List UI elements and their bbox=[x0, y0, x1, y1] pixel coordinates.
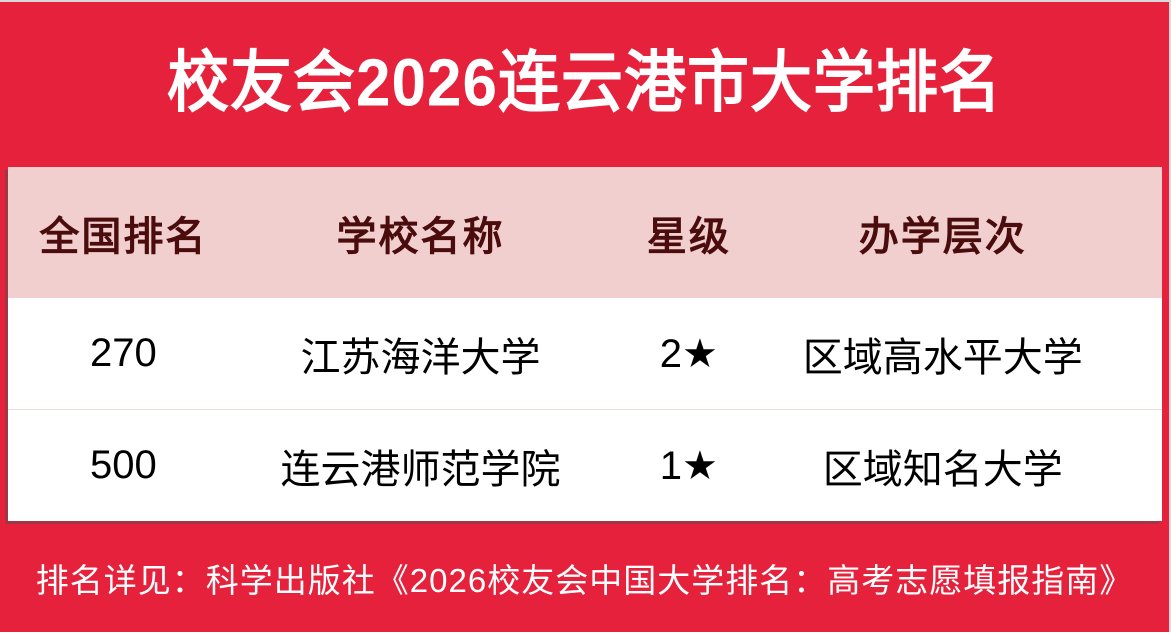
title-bar: 校友会2026连云港市大学排名 bbox=[0, 2, 1169, 165]
cell-education-tier: 区域高水平大学 bbox=[802, 335, 1083, 380]
cell-school-name: 江苏海洋大学 bbox=[300, 335, 541, 380]
table-row-lianyungang-normal-college: 500 连云港师范学院 1★ 区域知名大学 bbox=[8, 409, 1162, 521]
footer-bar: 排名详见：科学出版社《2026校友会中国大学排名：高考志愿填报指南》 bbox=[0, 521, 1169, 634]
cell-spacer bbox=[1110, 298, 1162, 410]
column-header-national-rank: 全国排名 bbox=[39, 214, 208, 259]
column-header-school-name: 学校名称 bbox=[336, 214, 505, 259]
column-header-star-level: 星级 bbox=[646, 214, 731, 259]
ranking-table-card: 全国排名 学校名称 星级 办学层次 270 江苏海洋大学 2★ 区域高水平大学 … bbox=[8, 167, 1162, 521]
column-header-education-tier: 办学层次 bbox=[858, 214, 1027, 259]
cell-national-rank: 500 bbox=[8, 409, 239, 521]
cell-school-name: 连云港师范学院 bbox=[238, 409, 603, 521]
cell-spacer bbox=[1110, 409, 1162, 521]
ranking-table: 全国排名 学校名称 星级 办学层次 270 江苏海洋大学 2★ 区域高水平大学 … bbox=[8, 167, 1162, 521]
cell-education-tier: 区域知名大学 bbox=[775, 409, 1111, 521]
footer-source-note: 排名详见：科学出版社《2026校友会中国大学排名：高考志愿填报指南》 bbox=[35, 561, 1134, 599]
column-header-spacer bbox=[1110, 167, 1162, 298]
cell-star-level: 2★ bbox=[659, 331, 718, 376]
table-row-jiangsu-ocean-university: 270 江苏海洋大学 2★ 区域高水平大学 bbox=[8, 298, 1162, 410]
page-title: 校友会2026连云港市大学排名 bbox=[167, 45, 1002, 121]
cell-national-rank: 270 bbox=[90, 331, 157, 375]
cell-star-level: 1★ bbox=[602, 409, 776, 521]
table-header-row: 全国排名 学校名称 星级 办学层次 bbox=[8, 167, 1162, 298]
